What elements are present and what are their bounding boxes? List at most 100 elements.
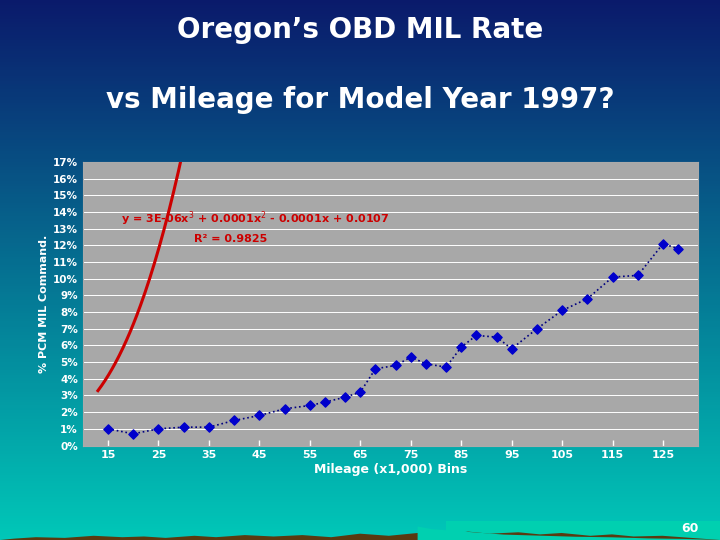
Bar [0, 54, 720, 57]
Point [657, 239, 669, 248]
Bar [0, 305, 720, 308]
Bar [0, 470, 720, 472]
Text: 60: 60 [681, 522, 698, 535]
Point [607, 273, 618, 281]
Bar [0, 11, 720, 14]
Bar [0, 159, 720, 162]
Bar [0, 162, 720, 165]
Point [456, 343, 467, 352]
Bar [0, 497, 720, 500]
Bar [0, 424, 720, 427]
Point [471, 331, 482, 340]
Bar [0, 216, 720, 219]
Bar [0, 227, 720, 229]
Bar [0, 429, 720, 432]
Bar [0, 370, 720, 373]
Bar [0, 221, 720, 224]
Bar [0, 100, 720, 103]
Bar [0, 92, 720, 94]
Text: y = 3E-06x$^3$ + 0.0001x$^2$ - 0.0001x + 0.0107: y = 3E-06x$^3$ + 0.0001x$^2$ - 0.0001x +… [121, 210, 390, 228]
Bar [0, 146, 720, 148]
Bar [0, 489, 720, 491]
Bar [0, 289, 720, 292]
Bar [0, 327, 720, 329]
Bar [0, 194, 720, 197]
Point [441, 363, 452, 372]
Bar [0, 116, 720, 119]
Bar [0, 332, 720, 335]
Bar [0, 208, 720, 211]
Bar [0, 435, 720, 437]
Point [339, 393, 351, 401]
Bar [0, 459, 720, 462]
Bar [0, 373, 720, 375]
Bar [0, 443, 720, 445]
Point [178, 423, 189, 431]
Bar [0, 127, 720, 130]
Bar [0, 57, 720, 59]
Bar [0, 246, 720, 248]
Bar [0, 113, 720, 116]
Point [153, 424, 164, 433]
Point [557, 306, 568, 315]
Bar [0, 32, 720, 35]
Bar [0, 224, 720, 227]
Bar [0, 94, 720, 97]
Bar [0, 135, 720, 138]
Bar [0, 518, 720, 521]
Bar [0, 259, 720, 262]
Point [228, 416, 240, 425]
Bar [0, 491, 720, 494]
Bar [0, 532, 720, 535]
Bar [0, 300, 720, 302]
Bar [0, 167, 720, 170]
Bar [0, 278, 720, 281]
Bar [0, 367, 720, 370]
Bar [0, 240, 720, 243]
Bar [0, 124, 720, 127]
Bar [0, 524, 720, 526]
Bar [0, 500, 720, 502]
Bar [0, 138, 720, 140]
Bar [0, 448, 720, 451]
Bar [0, 238, 720, 240]
Bar [0, 302, 720, 305]
Bar [0, 454, 720, 456]
Bar [0, 176, 720, 178]
Text: R² = 0.9825: R² = 0.9825 [194, 233, 267, 244]
Bar [0, 513, 720, 516]
Bar [0, 59, 720, 62]
Bar [0, 505, 720, 508]
Bar [0, 351, 720, 354]
Bar [0, 0, 720, 3]
Bar [0, 8, 720, 11]
Point [304, 401, 315, 410]
Bar [0, 81, 720, 84]
Bar [0, 230, 720, 232]
Bar [0, 275, 720, 278]
Bar [0, 375, 720, 378]
Bar [0, 22, 720, 24]
Bar [0, 46, 720, 49]
Bar [0, 65, 720, 68]
Polygon shape [418, 526, 720, 540]
Bar [0, 394, 720, 397]
Bar [0, 122, 720, 124]
Bar [0, 205, 720, 208]
Bar [0, 130, 720, 132]
Bar [0, 62, 720, 65]
Bar [0, 186, 720, 189]
Bar [0, 408, 720, 410]
Bar [0, 16, 720, 19]
Bar [0, 381, 720, 383]
Bar [0, 456, 720, 459]
Bar [0, 451, 720, 454]
Bar [0, 338, 720, 340]
Bar [0, 24, 720, 27]
Bar [0, 89, 720, 92]
Bar [0, 508, 720, 510]
Bar [0, 108, 720, 111]
Bar [0, 173, 720, 176]
Bar [0, 5, 720, 8]
Bar [0, 324, 720, 327]
